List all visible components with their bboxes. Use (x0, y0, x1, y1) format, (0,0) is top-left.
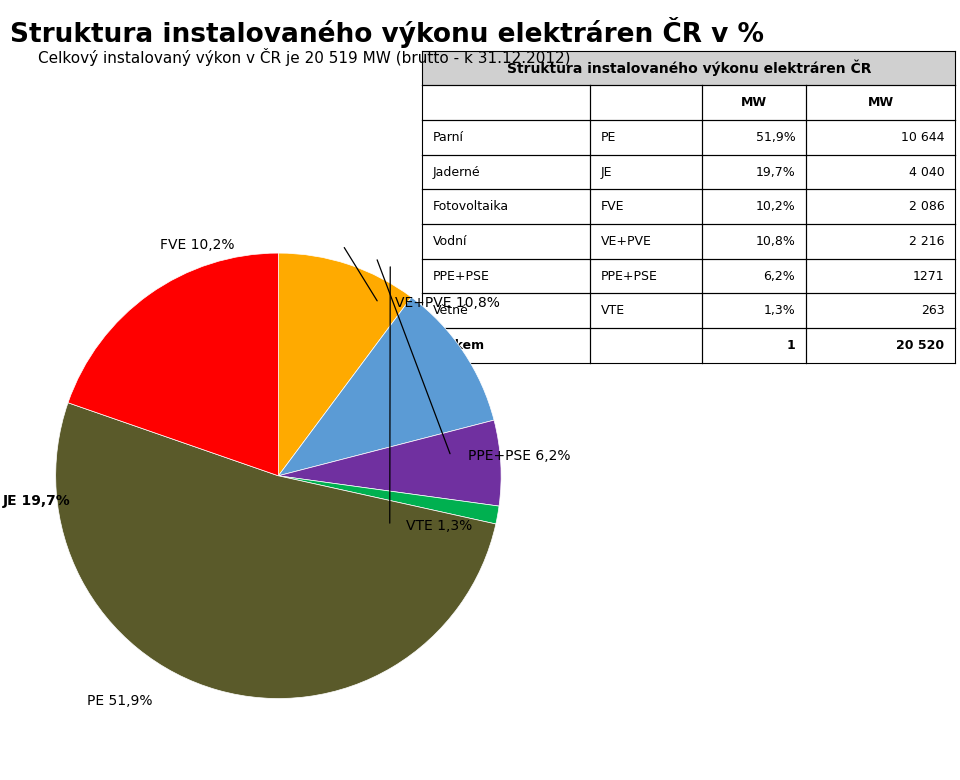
Text: JE: JE (601, 165, 612, 179)
Text: Vodní: Vodní (433, 235, 468, 248)
Text: 2 216: 2 216 (909, 235, 945, 248)
Text: 1,3%: 1,3% (763, 304, 795, 317)
Text: Celkový instalovaný výkon v ČR je 20 519 MW (brutto - k 31.12.2012): Celkový instalovaný výkon v ČR je 20 519… (38, 48, 571, 66)
Wedge shape (68, 253, 278, 476)
Wedge shape (278, 476, 499, 524)
Text: Jaderné: Jaderné (433, 165, 481, 179)
Text: Fotovoltaika: Fotovoltaika (433, 200, 509, 213)
Wedge shape (56, 402, 496, 699)
Text: 2 086: 2 086 (909, 200, 945, 213)
Text: 51,9%: 51,9% (756, 131, 795, 144)
Text: 10,8%: 10,8% (756, 235, 795, 248)
Text: VE+PVE: VE+PVE (601, 235, 652, 248)
Text: 20 520: 20 520 (897, 339, 945, 352)
Text: PE 51,9%: PE 51,9% (87, 694, 153, 708)
Text: 10,2%: 10,2% (756, 200, 795, 213)
Text: VTE 1,3%: VTE 1,3% (406, 519, 472, 533)
Text: MW: MW (741, 96, 767, 109)
Wedge shape (278, 297, 494, 476)
Text: PPE+PSE: PPE+PSE (601, 270, 658, 282)
Text: PPE+PSE 6,2%: PPE+PSE 6,2% (468, 449, 570, 463)
Text: Celkem: Celkem (433, 339, 484, 352)
Text: Parní: Parní (433, 131, 464, 144)
Text: 4 040: 4 040 (909, 165, 945, 179)
Text: 6,2%: 6,2% (763, 270, 795, 282)
Text: VTE: VTE (601, 304, 625, 317)
Text: 263: 263 (921, 304, 945, 317)
Text: VE+PVE 10,8%: VE+PVE 10,8% (396, 296, 500, 310)
Text: 1: 1 (786, 339, 795, 352)
Text: 19,7%: 19,7% (756, 165, 795, 179)
Text: PPE+PSE: PPE+PSE (433, 270, 490, 282)
Text: FVE 10,2%: FVE 10,2% (160, 238, 235, 252)
Text: 10 644: 10 644 (901, 131, 945, 144)
Wedge shape (278, 253, 412, 476)
Text: FVE: FVE (601, 200, 624, 213)
Bar (422, 51, 955, 85)
Text: PE: PE (601, 131, 616, 144)
Text: 1271: 1271 (913, 270, 945, 282)
Text: JE 19,7%: JE 19,7% (2, 494, 70, 508)
Text: MW: MW (868, 96, 894, 109)
Text: Struktura instalovaného výkonu elektráren ČR v %: Struktura instalovaného výkonu elektráre… (10, 17, 763, 48)
Wedge shape (278, 420, 501, 506)
Text: Větné: Větné (433, 304, 468, 317)
Text: Struktura instalovaného výkonu elektráren ČR: Struktura instalovaného výkonu elektráre… (507, 60, 871, 76)
